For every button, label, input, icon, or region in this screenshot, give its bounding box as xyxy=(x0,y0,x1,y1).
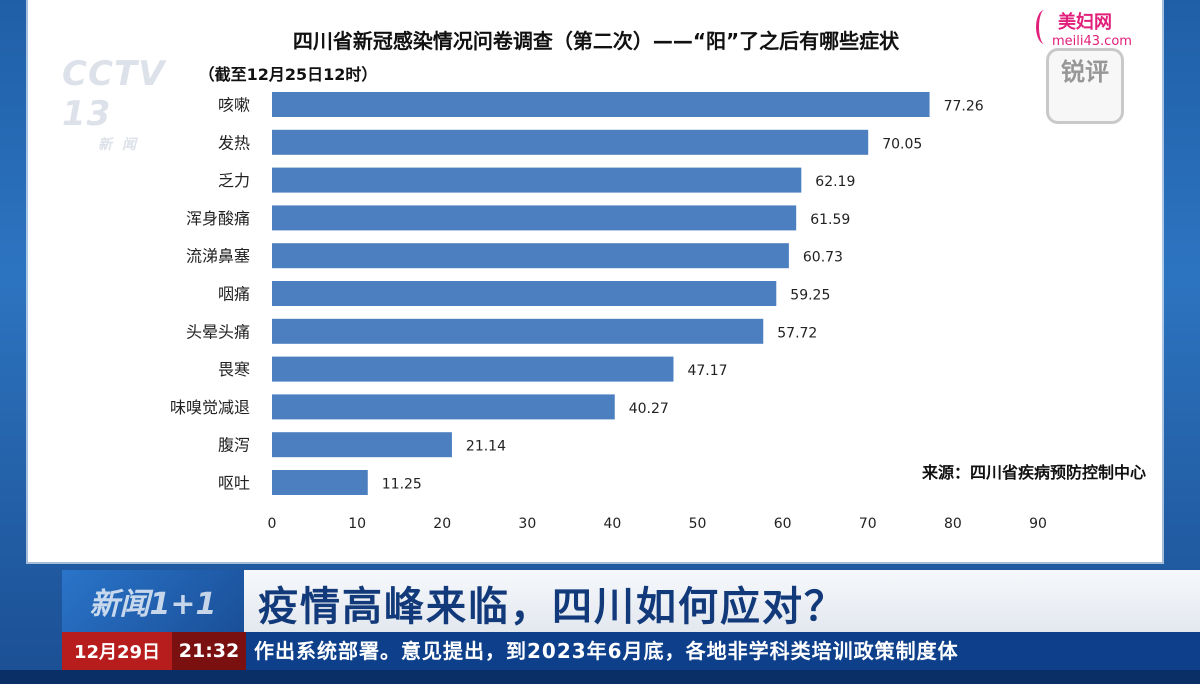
chart-panel: 四川省新冠感染情况问卷调查（第二次）——“阳”了之后有哪些症状 （截至12月25… xyxy=(28,0,1162,562)
x-tick-label: 70 xyxy=(859,516,877,532)
value-label: 21.14 xyxy=(466,439,506,455)
value-label: 59.25 xyxy=(790,288,830,304)
bars-group: 咳嗽 77.26 发热 70.05 乏力 62.19 浑身酸痛 61.59 流涕鼻塞 60.73 咽… xyxy=(170,92,984,495)
bar xyxy=(272,129,869,155)
value-label: 57.72 xyxy=(777,325,817,341)
x-tick-label: 20 xyxy=(433,516,451,532)
x-tick-label: 60 xyxy=(774,516,792,532)
category-label: 咳嗽 xyxy=(218,96,250,115)
x-tick-label: 0 xyxy=(268,516,277,532)
bar xyxy=(272,470,368,495)
category-label: 浑身酸痛 xyxy=(186,209,250,228)
chart-source: 来源：四川省疾病预防控制中心 xyxy=(921,463,1146,482)
news-ticker: 12月29日 21:32 作出系统部署。意见提出，到2023年6月底，各地非学科… xyxy=(62,632,1200,670)
bottom-strip xyxy=(0,670,1200,684)
cctv-logo: CCTV 13 新闻 xyxy=(62,54,222,153)
category-label: 呕吐 xyxy=(218,474,250,493)
value-label: 77.26 xyxy=(944,99,984,115)
ticker-time: 21:32 xyxy=(172,632,246,670)
category-label: 头晕头痛 xyxy=(186,322,250,341)
value-label: 61.59 xyxy=(810,212,850,228)
x-tick-label: 50 xyxy=(689,516,707,532)
bar xyxy=(272,243,789,269)
category-label: 流涕鼻塞 xyxy=(186,247,250,266)
category-label: 腹泻 xyxy=(218,436,250,455)
bar xyxy=(272,92,930,117)
value-label: 47.17 xyxy=(687,363,727,379)
bar xyxy=(272,205,797,231)
bar xyxy=(272,356,674,382)
category-label: 乏力 xyxy=(218,171,250,190)
chart-title: 四川省新冠感染情况问卷调查（第二次）——“阳”了之后有哪些症状 xyxy=(293,29,900,53)
woman-figure-icon xyxy=(1036,10,1053,44)
bar xyxy=(272,394,615,420)
bar xyxy=(272,281,777,306)
x-tick-label: 10 xyxy=(348,516,366,532)
ticker-date: 12月29日 xyxy=(62,632,172,670)
chart-subtitle: （截至12月25日12时） xyxy=(199,65,378,84)
x-tick-label: 30 xyxy=(518,516,536,532)
x-tick-label: 90 xyxy=(1029,516,1047,532)
ticker-text: 作出系统部署。意见提出，到2023年6月底，各地非学科类培训政策制度体 xyxy=(254,639,959,663)
headline-banner: 新闻1+1 疫情高峰来临，四川如何应对？ xyxy=(62,570,1200,632)
value-label: 70.05 xyxy=(882,136,922,152)
bar xyxy=(272,432,452,458)
cctv-logo-sub: 新闻 xyxy=(98,137,146,153)
category-label: 畏寒 xyxy=(218,360,250,379)
value-label: 60.73 xyxy=(803,250,843,266)
category-label: 发热 xyxy=(218,133,250,152)
cctv-logo-text: CCTV 13 xyxy=(62,54,166,134)
value-label: 40.27 xyxy=(629,401,669,417)
category-label: 咽痛 xyxy=(218,285,250,304)
headline-text: 疫情高峰来临，四川如何应对？ xyxy=(258,584,846,630)
bar xyxy=(272,318,764,344)
x-tick-label: 40 xyxy=(604,516,622,532)
bar-chart: 四川省新冠感染情况问卷调查（第二次）——“阳”了之后有哪些症状 （截至12月25… xyxy=(170,29,1146,532)
program-stamp: 锐评 xyxy=(1046,48,1124,124)
program-stamp-text: 锐评 xyxy=(1061,58,1109,86)
site-watermark: 美妇网 meili43.com xyxy=(1036,8,1176,52)
value-label: 11.25 xyxy=(382,477,422,493)
category-label: 味嗅觉减退 xyxy=(170,398,250,417)
program-logo: 新闻1+1 xyxy=(62,570,244,632)
x-tick-label: 80 xyxy=(944,516,962,532)
site-watermark-url: meili43.com xyxy=(1052,34,1132,49)
x-axis: 0 10 20 30 40 50 60 70 80 90 xyxy=(268,516,1047,532)
site-watermark-name: 美妇网 xyxy=(1058,12,1112,33)
bar xyxy=(272,167,802,193)
value-label: 62.19 xyxy=(815,174,855,190)
